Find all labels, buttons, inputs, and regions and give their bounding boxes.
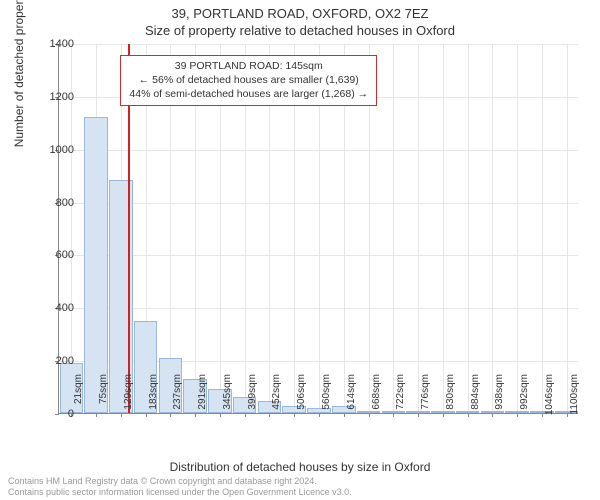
- annotation-line2: ← 56% of detached houses are smaller (1,…: [129, 73, 368, 87]
- xtick-mark: [468, 413, 469, 417]
- xtick-label: 668sqm: [371, 374, 382, 424]
- ytick-label: 600: [34, 249, 74, 261]
- xtick-label: 345sqm: [222, 374, 233, 424]
- xtick-label: 129sqm: [123, 374, 134, 424]
- xtick-mark: [418, 413, 419, 417]
- xtick-label: 614sqm: [346, 374, 357, 424]
- xtick-mark: [146, 413, 147, 417]
- gridline-v: [418, 44, 419, 413]
- chart-container: 39 PORTLAND ROAD: 145sqm ← 56% of detach…: [58, 44, 578, 414]
- xtick-label: 992sqm: [519, 374, 530, 424]
- xtick-label: 291sqm: [197, 374, 208, 424]
- gridline-v: [542, 44, 543, 413]
- xtick-label: 776sqm: [420, 374, 431, 424]
- gridline-v: [567, 44, 568, 413]
- xtick-mark: [121, 413, 122, 417]
- xtick-mark: [567, 413, 568, 417]
- page-title-line1: 39, PORTLAND ROAD, OXFORD, OX2 7EZ: [0, 6, 600, 21]
- ytick-label: 1000: [34, 144, 74, 156]
- xtick-mark: [344, 413, 345, 417]
- xtick-mark: [220, 413, 221, 417]
- footer-line2: Contains public sector information licen…: [8, 487, 352, 498]
- xtick-label: 75sqm: [98, 374, 109, 424]
- ytick-label: 800: [34, 197, 74, 209]
- xtick-label: 183sqm: [148, 374, 159, 424]
- page-title-line2: Size of property relative to detached ho…: [0, 23, 600, 38]
- xtick-label: 237sqm: [172, 374, 183, 424]
- footer-line1: Contains HM Land Registry data © Crown c…: [8, 476, 352, 487]
- xtick-label: 560sqm: [321, 374, 332, 424]
- xtick-label: 452sqm: [271, 374, 282, 424]
- ytick-label: 400: [34, 302, 74, 314]
- xtick-mark: [319, 413, 320, 417]
- xtick-label: 884sqm: [470, 374, 481, 424]
- annotation-line1: 39 PORTLAND ROAD: 145sqm: [129, 59, 368, 73]
- gridline-v: [492, 44, 493, 413]
- xtick-mark: [245, 413, 246, 417]
- gridline-v: [393, 44, 394, 413]
- x-axis-title: Distribution of detached houses by size …: [0, 460, 600, 474]
- chart-annotation: 39 PORTLAND ROAD: 145sqm ← 56% of detach…: [120, 55, 377, 106]
- xtick-label: 1100sqm: [569, 374, 580, 424]
- xtick-label: 722sqm: [395, 374, 406, 424]
- ytick-label: 0: [34, 408, 74, 420]
- annotation-line3: 44% of semi-detached houses are larger (…: [129, 87, 368, 101]
- gridline-v: [468, 44, 469, 413]
- xtick-label: 830sqm: [445, 374, 456, 424]
- xtick-mark: [542, 413, 543, 417]
- footer-attribution: Contains HM Land Registry data © Crown c…: [8, 476, 352, 498]
- ytick-label: 200: [34, 355, 74, 367]
- ytick-label: 1400: [34, 38, 74, 50]
- ytick-label: 1200: [34, 91, 74, 103]
- histogram-bar: [84, 117, 108, 413]
- xtick-label: 399sqm: [247, 374, 258, 424]
- xtick-label: 21sqm: [73, 374, 84, 424]
- xtick-mark: [369, 413, 370, 417]
- gridline-v: [517, 44, 518, 413]
- xtick-label: 1046sqm: [544, 374, 555, 424]
- gridline-v: [443, 44, 444, 413]
- xtick-label: 506sqm: [296, 374, 307, 424]
- xtick-label: 938sqm: [494, 374, 505, 424]
- xtick-mark: [517, 413, 518, 417]
- xtick-mark: [443, 413, 444, 417]
- xtick-mark: [96, 413, 97, 417]
- y-axis-title: Number of detached properties: [12, 0, 26, 147]
